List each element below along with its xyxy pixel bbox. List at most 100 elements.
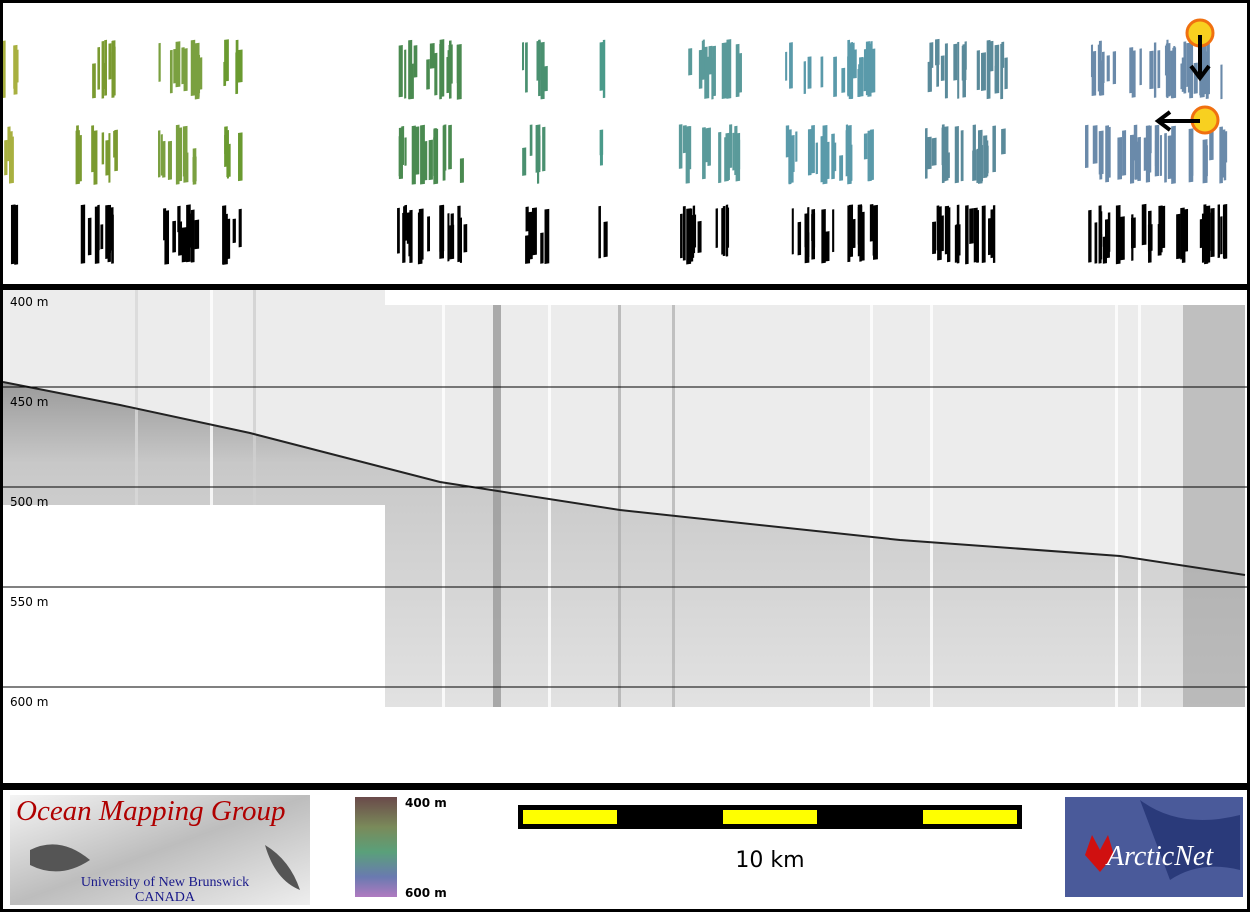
swath-strip [1143,137,1147,171]
swath-strip [932,221,937,255]
swath-strip [807,56,812,89]
swath-strip [237,49,243,83]
logo-fish [30,844,90,872]
swath-strip [686,208,692,265]
swath-strip [114,129,118,172]
sun-arrows [1154,18,1220,135]
swath-strip [598,205,601,259]
swath-strip [697,220,702,253]
swath-strip [832,209,835,253]
swath-strip [540,232,544,264]
swath-strip [542,126,546,172]
swath-strip [1209,131,1214,161]
swath-strip [954,126,959,184]
depth-label: 600 m [10,695,48,709]
swath-strip [815,142,818,175]
swath-strip [926,136,932,170]
swath-strip [1105,125,1110,183]
swath-strip [1180,207,1185,260]
swath-strip [181,227,187,263]
swath-strip [1000,43,1004,100]
streak [870,305,873,707]
swath-strip [422,140,428,181]
swath-strip [457,44,461,90]
swath-strip [531,207,537,256]
swath-strip [447,213,450,262]
swath-strip [398,45,403,98]
swath-strip [785,125,790,158]
swath-strip [93,130,98,185]
swath-strip [1122,130,1127,176]
swath-strip [162,140,166,178]
swath-strip [1107,212,1111,253]
swath-strip [226,143,231,178]
swath-strip [1141,203,1147,246]
swath-strip [863,133,868,160]
swath-strip [785,51,788,81]
swath-strip [79,134,82,182]
swath-strip [1220,64,1223,100]
swath-strip [931,137,937,166]
swath-strip [429,42,435,69]
swath-strip [222,213,228,265]
swath-strip [944,43,948,99]
logo-country: CANADA [135,890,196,905]
swath-strip [91,125,95,173]
swath-strip [1094,222,1098,264]
swath-strip [936,205,940,251]
swath-strip [1173,45,1176,91]
swath-strip [735,132,741,182]
swath-strip [525,235,531,264]
swath-strip [179,127,183,182]
swath-strip [847,205,851,263]
swath-strip [238,208,242,248]
swath-strip [172,220,176,253]
water-column-streaks [135,290,1141,707]
swath-strip [1222,131,1228,164]
swath-strip [9,136,14,184]
swath-strip [680,213,683,259]
swath-thumbnails [3,38,1228,265]
scale-label: 10 km [735,848,804,873]
swath-strip [190,209,195,263]
swath-strip [235,52,239,95]
arrow-head [1154,110,1172,132]
swath-strip [177,205,181,233]
swath-strip [4,139,8,176]
swath-strip [434,52,438,96]
swath-strip [944,205,950,255]
depth-label: 400 m [10,295,48,309]
streak [548,305,551,707]
swath-strip [404,49,407,99]
swath-strip [459,158,464,184]
arrow-head [1189,64,1211,82]
swath-strip [101,132,105,165]
swath-strip [417,211,423,265]
swath-strip [448,124,452,170]
swath-strip [685,126,690,184]
swath-strip [811,125,815,174]
colorbar-bottom-label: 600 m [405,886,447,900]
swath-strip [839,155,844,181]
swath-strip [807,128,812,176]
swath-strip [529,124,533,156]
swath-strip [992,205,996,264]
swath-strip [414,126,420,175]
swath-strip [107,231,111,263]
scale-segment [723,810,817,824]
swath-strip [849,42,855,73]
arcticnet-name: ArcticNet [1105,841,1214,872]
logo-fish [265,845,300,890]
swath-strip [100,224,104,250]
logo-map [1140,800,1240,880]
swath-strip [797,221,802,256]
swath-strip [538,39,541,97]
swath-strip [1201,213,1205,263]
streak [618,305,621,707]
noise-band [1183,305,1245,707]
swath-strip [972,124,976,172]
swath-strip [965,205,969,265]
swath-strip [1171,125,1176,184]
swath-strip [859,56,864,97]
